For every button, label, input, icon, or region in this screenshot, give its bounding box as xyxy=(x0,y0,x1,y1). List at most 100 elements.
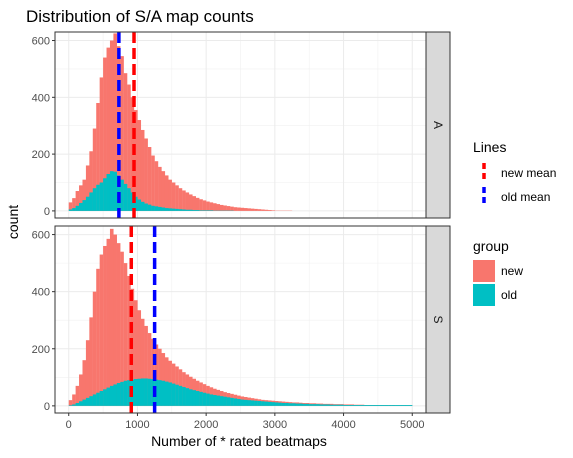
histogram-bar xyxy=(113,171,117,211)
histogram-bar xyxy=(85,165,90,211)
histogram-bar xyxy=(192,390,196,406)
histogram-bar xyxy=(219,396,224,406)
histogram-bar xyxy=(171,208,176,211)
histogram-bar xyxy=(316,404,320,406)
histogram-bar xyxy=(120,179,124,211)
legend-key-swatch xyxy=(473,284,495,306)
histogram-bar xyxy=(92,291,97,406)
histogram-bar xyxy=(237,399,241,406)
histogram-bar xyxy=(213,203,217,211)
histogram-bar xyxy=(206,201,210,211)
histogram-bar xyxy=(103,57,107,211)
legend-key-swatch xyxy=(473,260,495,282)
histogram-bar xyxy=(213,395,217,406)
histogram-bar xyxy=(178,209,183,211)
histogram-bar xyxy=(137,199,142,211)
histogram-bar xyxy=(99,77,104,211)
legend-title-lines: Lines xyxy=(473,139,506,155)
histogram-bar xyxy=(96,392,100,406)
histogram-bar xyxy=(377,405,382,406)
histogram-bar xyxy=(254,400,258,406)
histogram-bar xyxy=(209,210,214,211)
histogram-bar xyxy=(206,393,210,406)
histogram-bar xyxy=(113,234,117,406)
histogram-bar xyxy=(295,403,300,406)
histogram-bar xyxy=(175,208,179,211)
histogram-bar xyxy=(106,173,111,211)
histogram-bar xyxy=(195,197,200,211)
facet-strip xyxy=(425,31,451,219)
histogram-bar xyxy=(99,391,104,406)
histogram-bar xyxy=(134,196,138,211)
histogram-bar xyxy=(264,401,269,406)
histogram-bar xyxy=(147,204,152,211)
histogram-bar xyxy=(140,378,145,406)
histogram-bar xyxy=(161,171,166,211)
histogram-bar xyxy=(192,210,196,211)
histogram-bar xyxy=(261,209,265,211)
histogram-bar xyxy=(329,404,334,406)
histogram-bar xyxy=(243,208,248,211)
histogram-bar xyxy=(401,405,406,406)
histogram-bar xyxy=(267,210,272,211)
histogram-bar xyxy=(164,208,169,211)
y-axis-title: count xyxy=(5,205,21,239)
histogram-bar xyxy=(89,317,93,406)
histogram-bar xyxy=(89,396,93,406)
histogram-bar xyxy=(182,387,186,406)
histogram-bar xyxy=(195,391,200,406)
histogram-bar xyxy=(305,403,310,406)
y-tick-label: 0 xyxy=(44,401,50,413)
histogram-bar xyxy=(106,47,111,211)
histogram-bar xyxy=(137,120,142,211)
histogram-bar xyxy=(336,404,341,406)
histogram-bar xyxy=(140,201,145,211)
histogram-bar xyxy=(243,399,248,406)
histogram-bar xyxy=(109,385,114,406)
y-tick-label: 600 xyxy=(32,230,50,242)
histogram-bar xyxy=(140,318,145,406)
histogram-bar xyxy=(154,161,159,211)
histogram-bar xyxy=(257,401,262,406)
histogram-bar xyxy=(257,209,262,211)
histogram-bar xyxy=(199,210,203,211)
histogram-bar xyxy=(381,405,385,406)
facet-panel-A: A 0 200 400 600 xyxy=(32,31,451,219)
x-axis-title: Number of * rated beatmaps xyxy=(151,433,327,449)
histogram-bar xyxy=(158,166,162,211)
histogram-bar xyxy=(68,202,73,211)
histogram-bar xyxy=(158,380,162,406)
histogram-bar xyxy=(96,102,100,211)
histogram-bar xyxy=(68,405,73,406)
histogram-bar xyxy=(103,245,107,406)
histogram-bar xyxy=(202,392,207,406)
histogram-bar xyxy=(144,325,148,406)
histogram-bar xyxy=(188,389,193,406)
histogram-bar xyxy=(127,380,131,406)
histogram-bar xyxy=(79,374,83,406)
x-tick-label: 4000 xyxy=(331,419,355,431)
histogram-bar xyxy=(240,399,245,406)
histogram-bar xyxy=(391,405,396,406)
histogram-bar xyxy=(395,405,399,406)
histogram-bar xyxy=(137,310,142,406)
histogram-bar xyxy=(384,405,389,406)
histogram-bar xyxy=(357,405,361,406)
legend-title-group: group xyxy=(473,238,509,254)
histogram-bar xyxy=(137,378,142,406)
histogram-bar xyxy=(79,202,83,211)
histogram-bar xyxy=(140,129,145,211)
histogram-bar xyxy=(89,151,93,211)
histogram-bar xyxy=(182,209,186,211)
histogram-bar xyxy=(161,353,166,406)
histogram-bar xyxy=(182,190,186,211)
histogram-bar xyxy=(343,405,348,406)
histogram-bar xyxy=(147,378,152,406)
histogram-bar xyxy=(96,184,100,211)
histogram-bar xyxy=(123,263,128,406)
histogram-bar xyxy=(171,383,176,406)
histogram-bar xyxy=(188,194,193,211)
histogram-bar xyxy=(85,397,90,406)
y-tick-label: 400 xyxy=(32,287,50,299)
histogram-bar xyxy=(72,198,76,211)
